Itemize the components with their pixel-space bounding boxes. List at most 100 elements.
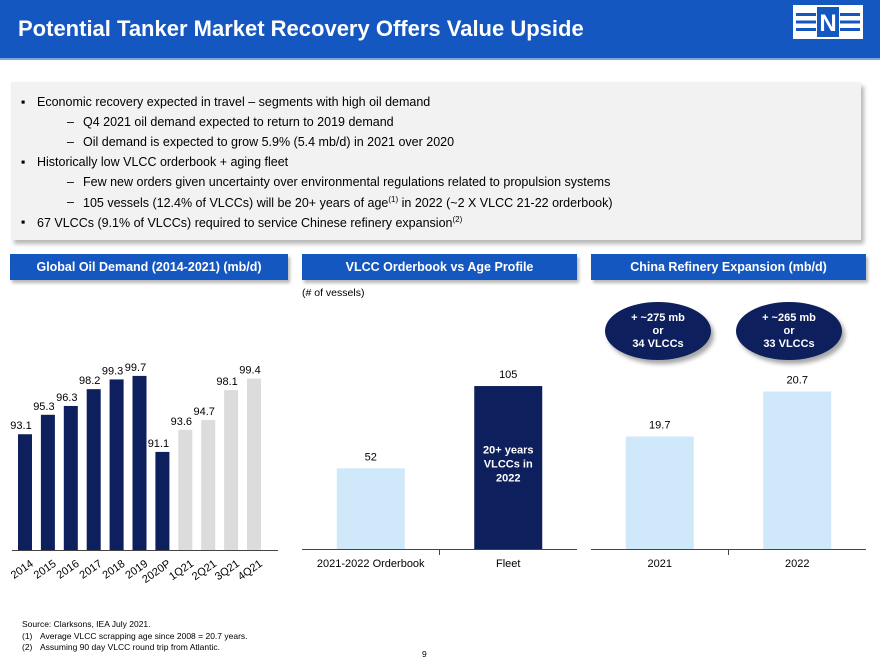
bar: [86, 389, 101, 550]
category-label: 2021-2022 Orderbook: [317, 558, 425, 570]
callout-line: + ~265 mb: [762, 311, 816, 324]
category-label: 2016: [55, 558, 82, 582]
bar: [109, 379, 124, 550]
footnote-number: (1): [22, 631, 33, 641]
inner-bar-label: 2022: [496, 473, 520, 485]
footnote-text: Assuming 90 day VLCC round trip from Atl…: [40, 642, 220, 652]
title-bar: Potential Tanker Market Recovery Offers …: [0, 0, 880, 58]
bullet-text: Few new orders given uncertainty over en…: [83, 175, 611, 189]
bullet-text: Historically low VLCC orderbook + aging …: [37, 155, 289, 169]
bar: [18, 434, 32, 550]
dash-marker: –: [67, 195, 74, 209]
footnote-ref: (1): [388, 195, 399, 204]
inner-bar-label: VLCCs in: [484, 459, 533, 471]
bar: [763, 391, 832, 549]
bullet-3: ▪ 67 VLCCs (9.1% of VLCCs) required to s…: [21, 215, 463, 230]
bar: [474, 386, 543, 549]
dash-marker: –: [67, 135, 74, 149]
data-label: 91.1: [148, 438, 169, 450]
bullet-marker: ▪: [21, 155, 26, 169]
bullet-text-cont: in 2022 (~2 X VLCC 21-22 orderbook): [398, 196, 613, 210]
data-label: 95.3: [33, 401, 54, 413]
footnote-2: (2) Assuming 90 day VLCC round trip from …: [22, 642, 220, 652]
category-label: 2017: [78, 558, 105, 582]
bar: [201, 420, 216, 550]
category-label: 1Q21: [167, 558, 196, 583]
orderbook-chart: 52 2021-2022 Orderbook 105 Fleet 20+ years VL…: [302, 369, 577, 570]
data-label: 99.3: [102, 365, 123, 377]
bar: [155, 451, 170, 550]
refinery-callout-2021: + ~275 mb or 34 VLCCs: [605, 302, 711, 360]
dash-marker: –: [67, 175, 74, 189]
bullet-text: Economic recovery expected in travel – s…: [37, 95, 431, 109]
category-label: 2Q21: [190, 558, 219, 583]
data-label: 99.7: [125, 362, 146, 374]
callout-line: 34 VLCCs: [632, 337, 684, 350]
bullet-marker: ▪: [21, 95, 26, 109]
logo-letter: N: [819, 10, 836, 37]
bar: [132, 375, 147, 550]
refinery-callout-2022: + ~265 mb or 33 VLCCs: [736, 302, 842, 360]
sub-bullet-2b: – 105 vessels (12.4% of VLCCs) will be 2…: [67, 195, 613, 210]
section-header-oil-demand: Global Oil Demand (2014-2021) (mb/d): [10, 254, 288, 280]
category-label: 2021: [648, 558, 672, 570]
sub-bullet-1a: – Q4 2021 oil demand expected to return …: [67, 115, 394, 129]
data-label: 98.1: [216, 376, 237, 388]
inner-bar-label: 20+ years: [483, 445, 533, 457]
data-label: 99.4: [239, 365, 260, 377]
bullet-2: ▪ Historically low VLCC orderbook + agin…: [21, 155, 289, 169]
source-note: Source: Clarksons, IEA July 2021.: [22, 619, 151, 629]
category-label: Fleet: [496, 558, 520, 570]
dash-marker: –: [67, 115, 74, 129]
category-label: 4Q21: [236, 558, 265, 583]
data-label: 93.6: [171, 416, 192, 428]
bar: [63, 405, 78, 550]
section-header-orderbook: VLCC Orderbook vs Age Profile: [302, 254, 577, 280]
footnote-1: (1) Average VLCC scrapping age since 2008…: [22, 631, 248, 641]
data-label: 94.7: [193, 406, 214, 418]
data-label: 96.3: [56, 392, 77, 404]
category-label: 3Q21: [213, 558, 242, 583]
callout-line: or: [783, 324, 795, 337]
footnote-number: (2): [22, 642, 33, 652]
category-label: 2022: [785, 558, 809, 570]
category-label: 2014: [10, 558, 36, 582]
sub-bullet-1b: – Oil demand is expected to grow 5.9% (5…: [67, 135, 455, 149]
bar: [336, 468, 405, 549]
company-logo: N: [793, 5, 863, 39]
page-number: 9: [422, 649, 427, 659]
footnote-ref: (2): [452, 215, 463, 224]
footnote-text: Average VLCC scrapping age since 2008 = …: [40, 631, 248, 641]
data-label: 93.1: [10, 420, 31, 432]
category-label: 2015: [32, 558, 59, 582]
category-label: 2018: [100, 558, 127, 582]
bar: [224, 390, 239, 550]
bullet-marker: ▪: [21, 215, 26, 229]
sub-bullet-2a: – Few new orders given uncertainty over …: [67, 175, 611, 189]
callout-line: 33 VLCCs: [763, 337, 815, 350]
bullet-text: Oil demand is expected to grow 5.9% (5.4…: [83, 135, 455, 149]
section-header-refinery: China Refinery Expansion (mb/d): [591, 254, 866, 280]
data-label: 52: [365, 451, 377, 463]
summary-panel: ▪ Economic recovery expected in travel –…: [11, 82, 861, 240]
oil-demand-chart: 93.1 2014 95.3 2015 96.3 2016 98.2 2017 99.3 2018…: [10, 362, 278, 586]
bar: [40, 414, 55, 550]
orderbook-unit-note: (# of vessels): [302, 287, 365, 299]
bullet-text: 105 vessels (12.4% of VLCCs) will be 20+…: [83, 196, 389, 210]
bar: [247, 378, 261, 550]
bar: [625, 436, 694, 549]
data-label: 105: [499, 369, 517, 381]
page-title: Potential Tanker Market Recovery Offers …: [18, 16, 584, 41]
callout-line: + ~275 mb: [631, 311, 685, 324]
bullet-text: Q4 2021 oil demand expected to return to…: [83, 115, 394, 129]
logo-mark: N: [796, 7, 860, 37]
data-label: 98.2: [79, 375, 100, 387]
bullet-text: 67 VLCCs (9.1% of VLCCs) required to ser…: [37, 216, 453, 230]
data-label: 19.7: [649, 420, 670, 432]
refinery-chart: 19.7 2021 20.7 2022: [591, 375, 866, 570]
callout-line: or: [652, 324, 664, 337]
header-divider: [0, 58, 880, 60]
data-label: 20.7: [787, 375, 808, 387]
bar: [178, 429, 193, 550]
bullet-1: ▪ Economic recovery expected in travel –…: [21, 95, 431, 109]
